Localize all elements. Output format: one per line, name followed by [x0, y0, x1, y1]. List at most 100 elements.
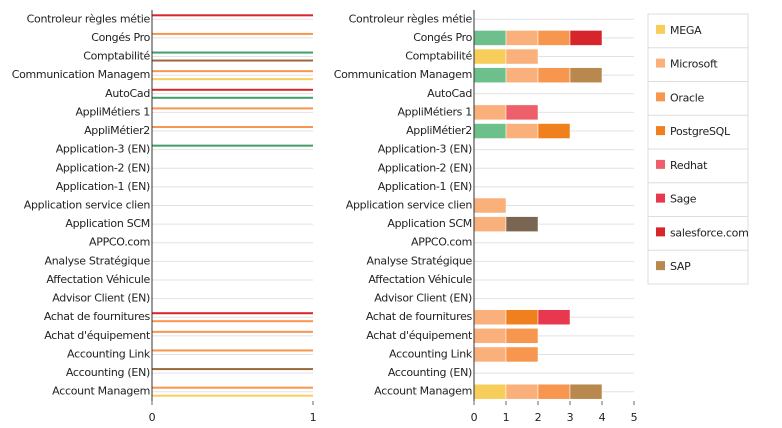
- category-label: Application SCM: [387, 217, 472, 230]
- bar-segment: [569, 383, 603, 400]
- line-bar: [152, 59, 313, 62]
- bar-segment: [537, 123, 571, 139]
- bar-segment: [537, 309, 571, 325]
- bar-segment: [505, 309, 539, 325]
- line-bar: [152, 386, 313, 389]
- category-label: Communication Managem: [12, 68, 150, 81]
- category-label: Affectation Véhicule: [46, 273, 150, 286]
- category-label: Accounting (EN): [388, 366, 472, 379]
- legend-swatch: [656, 58, 665, 68]
- category-label: Achat de fournitures: [366, 310, 473, 323]
- line-bar: [152, 368, 313, 371]
- category-label: Application service clien: [346, 199, 473, 212]
- x-tick-label: 1: [310, 411, 317, 424]
- category-label: Analyse Stratégique: [45, 254, 151, 267]
- category-label: Advisor Client (EN): [374, 292, 472, 305]
- bar-segment: [505, 328, 539, 344]
- line-bar: [152, 14, 313, 17]
- legend-swatch: [656, 261, 665, 271]
- line-bar: [152, 107, 313, 110]
- bar-segment: [473, 123, 507, 139]
- category-label: Analyse Stratégique: [367, 254, 473, 267]
- x-tick-label: 1: [503, 411, 510, 424]
- legend-swatch: [656, 24, 665, 34]
- category-label: Account Managem: [52, 385, 150, 398]
- legend-label: salesforce.com: [670, 226, 749, 239]
- bar-segment: [473, 346, 507, 363]
- bar-segment: [473, 67, 507, 83]
- bar-segment: [473, 328, 507, 344]
- bar-segment: [505, 346, 539, 363]
- bar-segment: [473, 383, 507, 400]
- x-tick-label: 5: [631, 411, 638, 424]
- bar-segment: [569, 67, 603, 83]
- bar-segment: [505, 383, 539, 400]
- bar-segment: [473, 197, 507, 214]
- category-label: Achat d'équipement: [366, 329, 473, 342]
- category-label: Advisor Client (EN): [52, 292, 150, 305]
- x-tick-label: 2: [535, 411, 542, 424]
- category-label: AutoCad: [427, 87, 472, 100]
- bar-segment: [505, 48, 539, 65]
- category-label: Communication Managem: [334, 68, 472, 81]
- line-bar: [152, 349, 313, 352]
- bar-segment: [569, 30, 603, 46]
- category-label: Application-2 (EN): [56, 161, 150, 174]
- bar-segment: [537, 383, 571, 400]
- legend-label: SAP: [670, 260, 691, 273]
- line-bar: [152, 32, 313, 35]
- bar-segment: [473, 30, 507, 46]
- category-label: APPCO.com: [411, 236, 472, 249]
- category-label: Achat de fournitures: [44, 310, 151, 323]
- line-bar: [152, 126, 313, 129]
- category-label: AppliMétiers 1: [397, 105, 472, 118]
- category-label: AutoCad: [105, 87, 150, 100]
- legend-swatch: [656, 159, 665, 169]
- legend-label: Oracle: [670, 91, 705, 104]
- bar-segment: [537, 30, 571, 46]
- line-bar: [152, 394, 313, 397]
- category-label: Affectation Véhicule: [368, 273, 472, 286]
- category-label: Application SCM: [65, 217, 150, 230]
- category-label: Accounting (EN): [66, 366, 150, 379]
- bar-segment: [537, 67, 571, 83]
- x-tick-label: 4: [599, 411, 606, 424]
- category-label: Account Managem: [374, 385, 472, 398]
- category-label: Application-3 (EN): [378, 143, 472, 156]
- x-tick-label: 0: [149, 411, 156, 424]
- line-bar: [152, 88, 313, 91]
- legend-label: Sage: [670, 193, 697, 206]
- bar-segment: [505, 30, 539, 46]
- legend-swatch: [656, 92, 665, 102]
- category-label: Controleur règles métie: [27, 12, 151, 25]
- category-label: Accounting Link: [389, 347, 473, 360]
- category-label: AppliMétier2: [84, 124, 150, 137]
- x-tick-label: 3: [567, 411, 574, 424]
- bar-segment: [505, 67, 539, 83]
- category-label: Application service clien: [24, 199, 151, 212]
- line-bar: [152, 312, 313, 315]
- bar-segment: [505, 123, 539, 139]
- category-label: Accounting Link: [67, 347, 151, 360]
- bar-segment: [473, 216, 507, 232]
- category-label: Comptabilité: [83, 50, 150, 63]
- category-label: Congés Pro: [413, 31, 472, 44]
- legend-label: MEGA: [670, 24, 702, 37]
- line-bar: [152, 144, 313, 147]
- category-label: Application-3 (EN): [56, 143, 150, 156]
- line-bar: [152, 320, 313, 323]
- category-label: Controleur règles métie: [349, 12, 473, 25]
- category-label: Application-1 (EN): [56, 180, 150, 193]
- category-label: AppliMétier2: [406, 124, 472, 137]
- bar-segment: [505, 104, 539, 121]
- x-tick-label: 0: [471, 411, 478, 424]
- legend-swatch: [656, 126, 665, 136]
- category-label: APPCO.com: [89, 236, 150, 249]
- line-bar: [152, 330, 313, 333]
- legend-swatch: [656, 193, 665, 203]
- category-label: AppliMétiers 1: [75, 105, 150, 118]
- category-label: Application-1 (EN): [378, 180, 472, 193]
- legend-swatch: [656, 227, 665, 237]
